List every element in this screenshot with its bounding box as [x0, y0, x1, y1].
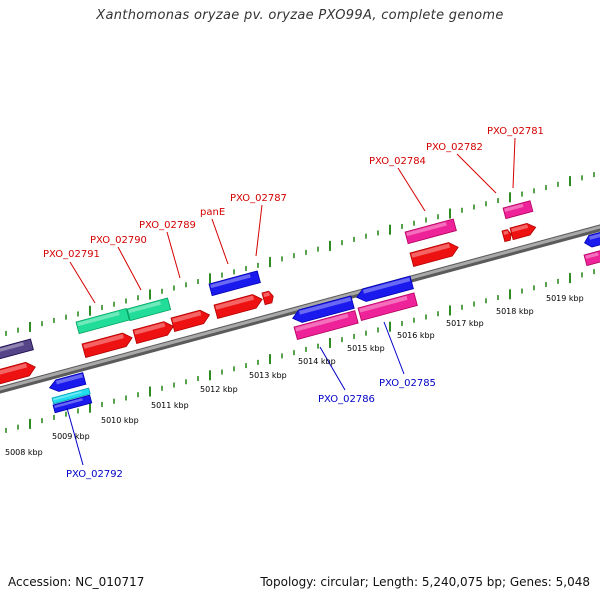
- feature-gene-PXO_02781[interactable]: [502, 200, 534, 220]
- feature-cds-PXO_02786[interactable]: [291, 295, 355, 325]
- gene-label[interactable]: PXO_02790: [90, 235, 147, 246]
- leader-line: [397, 167, 426, 212]
- gene-label[interactable]: PXO_02785: [379, 378, 436, 389]
- gene-label[interactable]: PXO_02786: [318, 394, 375, 405]
- tick-label: 5008 kbp: [5, 448, 43, 457]
- leader-line: [166, 231, 181, 279]
- tick-label: 5015 kbp: [347, 344, 385, 353]
- feature-cds-PXO_02790[interactable]: [132, 320, 175, 345]
- leader-line: [512, 137, 516, 189]
- feature-cds-panE-fwd[interactable]: [213, 292, 264, 320]
- feature-purple-gene[interactable]: [0, 338, 34, 362]
- feature-gene-PXO_02786[interactable]: [293, 310, 359, 341]
- leader-line: [319, 346, 346, 391]
- feature-cds-panE[interactable]: [208, 270, 261, 297]
- tick-label: 5014 kbp: [298, 357, 336, 366]
- feature-cds-PXO_02791[interactable]: [81, 331, 134, 359]
- leader-line: [69, 261, 96, 304]
- gene-label[interactable]: PXO_02782: [426, 142, 483, 153]
- feature-cds-PXO_02782[interactable]: [501, 229, 513, 243]
- tick-label: 5016 kbp: [397, 331, 435, 340]
- leader-line: [211, 218, 229, 265]
- accession-label: Accession: NC_010717: [8, 575, 145, 589]
- tick-label: 5009 kbp: [52, 432, 90, 441]
- gene-label[interactable]: PXO_02792: [66, 469, 123, 480]
- feature-gene-PXO_02792[interactable]: [52, 394, 93, 414]
- tick-label: 5019 kbp: [546, 294, 584, 303]
- leader-line: [66, 407, 84, 466]
- tick-label: 5013 kbp: [249, 371, 287, 380]
- feature-gene-edge-right[interactable]: [583, 249, 600, 267]
- gene-label[interactable]: PXO_02789: [139, 220, 196, 231]
- backbone-highlight: [0, 225, 600, 391]
- gene-label[interactable]: PXO_02781: [487, 126, 544, 137]
- feature-gene-PXO_02784[interactable]: [404, 218, 457, 245]
- leader-line: [383, 321, 405, 375]
- tick-label: 5012 kbp: [200, 385, 238, 394]
- gene-label-callouts: PXO_02791 PXO_02790 PXO_02789 panE PXO_02787…: [43, 126, 544, 480]
- feature-gene-cyan-PXO_02792[interactable]: [51, 387, 91, 405]
- feature-track[interactable]: [0, 200, 600, 414]
- gene-label[interactable]: PXO_02784: [369, 156, 426, 167]
- leader-line: [255, 204, 263, 257]
- genome-backbone: [0, 224, 600, 394]
- gene-label[interactable]: panE: [200, 207, 225, 218]
- feature-cds-edge[interactable]: [0, 360, 37, 387]
- feature-gene-PXO_02791[interactable]: [75, 307, 130, 335]
- tick-label: 5018 kbp: [496, 307, 534, 316]
- outer-tick-ring: [5, 172, 595, 336]
- feature-gene-PXO_02785[interactable]: [357, 292, 418, 322]
- tick-label-group: 5008 kbp 5009 kbp 5010 kbp 5011 kbp 5012 kbp…: [5, 294, 584, 457]
- feature-cds-PXO_02787[interactable]: [261, 290, 275, 306]
- feature-cds-PXO_02785[interactable]: [355, 275, 414, 303]
- map-title: Xanthomonas oryzae pv. oryzae PXO99A, co…: [96, 8, 504, 23]
- feature-gene-PXO_02790[interactable]: [126, 297, 172, 322]
- feature-cds-PXO_02784[interactable]: [409, 240, 460, 268]
- leader-line: [456, 153, 497, 194]
- tick-label: 5017 kbp: [446, 319, 484, 328]
- gene-label[interactable]: PXO_02787: [230, 193, 287, 204]
- genome-summary: Topology: circular; Length: 5,240,075 bp…: [260, 575, 590, 589]
- feature-cds-PXO_02789[interactable]: [170, 308, 211, 333]
- feature-cds-PXO_02792[interactable]: [48, 372, 87, 394]
- inner-tick-ring: [5, 269, 595, 433]
- leader-line: [117, 246, 142, 291]
- tick-label: 5011 kbp: [151, 401, 189, 410]
- gene-label[interactable]: PXO_02791: [43, 249, 100, 260]
- tick-label: 5010 kbp: [101, 416, 139, 425]
- feature-cds-edge-right[interactable]: [583, 231, 600, 249]
- feature-cds-PXO_02781[interactable]: [509, 221, 537, 241]
